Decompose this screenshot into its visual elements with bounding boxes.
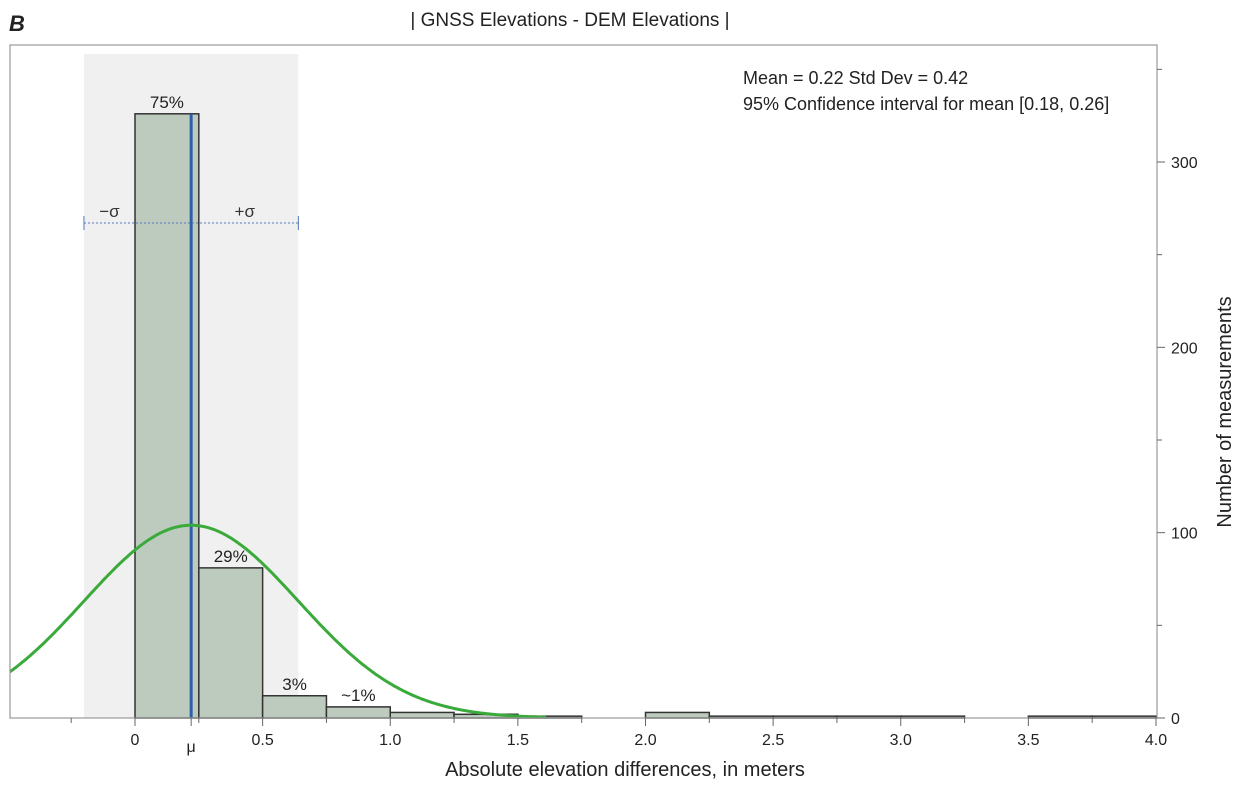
x-tick-label: 1.0 bbox=[379, 732, 401, 749]
x-tick-label: 4.0 bbox=[1145, 732, 1167, 749]
x-tick-label: 2.5 bbox=[762, 732, 784, 749]
bars-layer: 75% 29% 3% ~1% bbox=[134, 93, 1157, 719]
bar-percent-label: 29% bbox=[214, 547, 248, 566]
stats-confidence-interval: 95% Confidence interval for mean [0.18, … bbox=[743, 94, 1109, 114]
stats-mean-std: Mean = 0.22 Std Dev = 0.42 bbox=[743, 68, 968, 88]
chart-title: | GNSS Elevations - DEM Elevations | bbox=[410, 10, 729, 31]
y-axis-label: Number of measurements bbox=[1214, 296, 1236, 527]
x-tick-label: 2.0 bbox=[634, 732, 656, 749]
mean-marker-label: μ bbox=[187, 739, 196, 756]
histogram-bar bbox=[389, 711, 455, 719]
x-axis: 0 0.5 1.0 1.5 2.0 2.5 3.0 3.5 4.0 μ bbox=[70, 718, 1167, 756]
histogram-bar bbox=[644, 711, 711, 719]
bar-percent-label: ~1% bbox=[341, 686, 376, 705]
sigma-range-layer: −σ +σ bbox=[83, 202, 299, 230]
histogram-bar bbox=[261, 695, 328, 719]
y-axis: 0 100 200 300 bbox=[1157, 68, 1198, 728]
x-tick-label: 3.0 bbox=[890, 732, 912, 749]
x-axis-label: Absolute elevation differences, in meter… bbox=[445, 759, 805, 781]
histogram-bar bbox=[198, 567, 264, 719]
y-tick-label: 200 bbox=[1171, 340, 1198, 357]
x-tick-label: 1.5 bbox=[507, 732, 529, 749]
x-tick-label: 0.5 bbox=[252, 732, 274, 749]
plot-frame bbox=[9, 44, 1158, 719]
histogram-bar bbox=[325, 706, 391, 719]
x-tick-label: 3.5 bbox=[1017, 732, 1039, 749]
y-tick-label: 100 bbox=[1171, 526, 1198, 543]
sigma-plus-label: +σ bbox=[235, 202, 256, 221]
sigma-minus-label: −σ bbox=[99, 202, 120, 221]
bar-percent-label: 3% bbox=[282, 675, 307, 694]
normal-curve-layer bbox=[9, 523, 547, 719]
bar-percent-label: 75% bbox=[150, 93, 184, 112]
x-tick-label: 0 bbox=[131, 732, 140, 749]
y-tick-label: 0 bbox=[1171, 711, 1180, 728]
normal-curve bbox=[9, 523, 547, 719]
histogram-bar bbox=[134, 113, 200, 719]
panel-letter: B bbox=[9, 11, 25, 36]
y-tick-label: 300 bbox=[1171, 155, 1198, 172]
